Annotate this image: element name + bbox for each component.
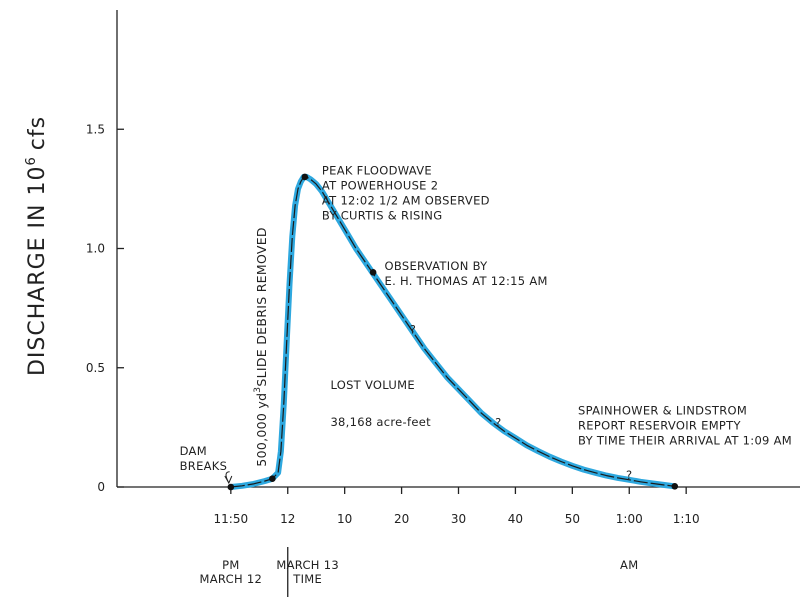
- x-tick-label: 10: [337, 512, 352, 526]
- question-mark: ?: [626, 468, 632, 482]
- x-tick-label: 30: [451, 512, 466, 526]
- x-tick-label: 1:10: [673, 512, 700, 526]
- time-label-line: TIME: [292, 572, 322, 586]
- y-axis-label-unit: cfs: [25, 116, 50, 150]
- time-label-line: PM: [222, 558, 239, 572]
- annotation-line: SPAINHOWER & LINDSTROM: [578, 403, 747, 417]
- annotation-line: BY CURTIS & RISING: [322, 209, 443, 223]
- annotation-line: LOST VOLUME: [330, 378, 415, 392]
- chart-points: [227, 173, 679, 491]
- annotation-line: OBSERVATION BY: [385, 259, 489, 273]
- slide-debris-suffix: SLIDE DEBRIS REMOVED: [254, 227, 269, 387]
- slide-debris-exponent: 3: [253, 387, 263, 393]
- annotation-line: AT POWERHOUSE 2: [322, 179, 438, 193]
- dam-breaks-arrowhead: [224, 475, 233, 485]
- question-mark: ?: [410, 323, 416, 337]
- x-tick-label: 1:00: [616, 512, 643, 526]
- y-axis-label-main: DISCHARGE IN 10: [25, 166, 50, 377]
- x-axis-ticks: 11:50 12 10 20 30 40 50 1:00 1:10: [214, 487, 700, 526]
- y-tick-label: 1.5: [86, 122, 105, 136]
- question-mark: ?: [495, 416, 501, 430]
- y-tick-label: 0.5: [86, 361, 105, 375]
- y-axis-label: DISCHARGE IN 106 cfs: [24, 116, 50, 376]
- data-point: [369, 269, 377, 276]
- x-tick-label: 12: [280, 512, 295, 526]
- chart-series: [227, 173, 678, 490]
- question-marks: ???: [410, 323, 632, 482]
- annotation-line: PEAK FLOODWAVE: [322, 164, 432, 178]
- x-tick-label: 20: [394, 512, 409, 526]
- annotation-line: BREAKS: [180, 459, 228, 473]
- time-label-line: AM: [620, 558, 638, 572]
- y-axis-label-exponent: 6: [24, 156, 39, 165]
- x-tick-label: 11:50: [214, 512, 249, 526]
- annotation-line: AT 12:02 1/2 AM OBSERVED: [322, 194, 490, 208]
- x-tick-label: 40: [508, 512, 523, 526]
- series-line: [230, 176, 675, 488]
- y-tick-label: 0: [97, 480, 105, 494]
- annotation-line: REPORT RESERVOIR EMPTY: [578, 418, 741, 432]
- y-axis-ticks: 0 0.5 1.0 1.5: [86, 122, 124, 494]
- x-tick-label: 50: [565, 512, 580, 526]
- annotation-line: DAM: [180, 444, 207, 458]
- data-point: [671, 482, 679, 490]
- time-label-line: MARCH 12: [200, 572, 263, 586]
- slide-debris-prefix: 500,000 yd: [254, 393, 269, 467]
- y-tick-label: 1.0: [86, 242, 105, 256]
- time-label-line: MARCH 13: [276, 558, 339, 572]
- annotation-line: E. H. THOMAS AT 12:15 AM: [385, 274, 548, 288]
- data-point: [301, 173, 309, 181]
- data-point: [269, 475, 276, 482]
- annotation-line: BY TIME THEIR ARRIVAL AT 1:09 AM: [578, 433, 792, 447]
- annotation-line: 38,168 acre-feet: [330, 415, 431, 429]
- data-point: [227, 483, 235, 491]
- slide-debris-annotation: 500,000 yd3SLIDE DEBRIS REMOVED: [253, 227, 269, 467]
